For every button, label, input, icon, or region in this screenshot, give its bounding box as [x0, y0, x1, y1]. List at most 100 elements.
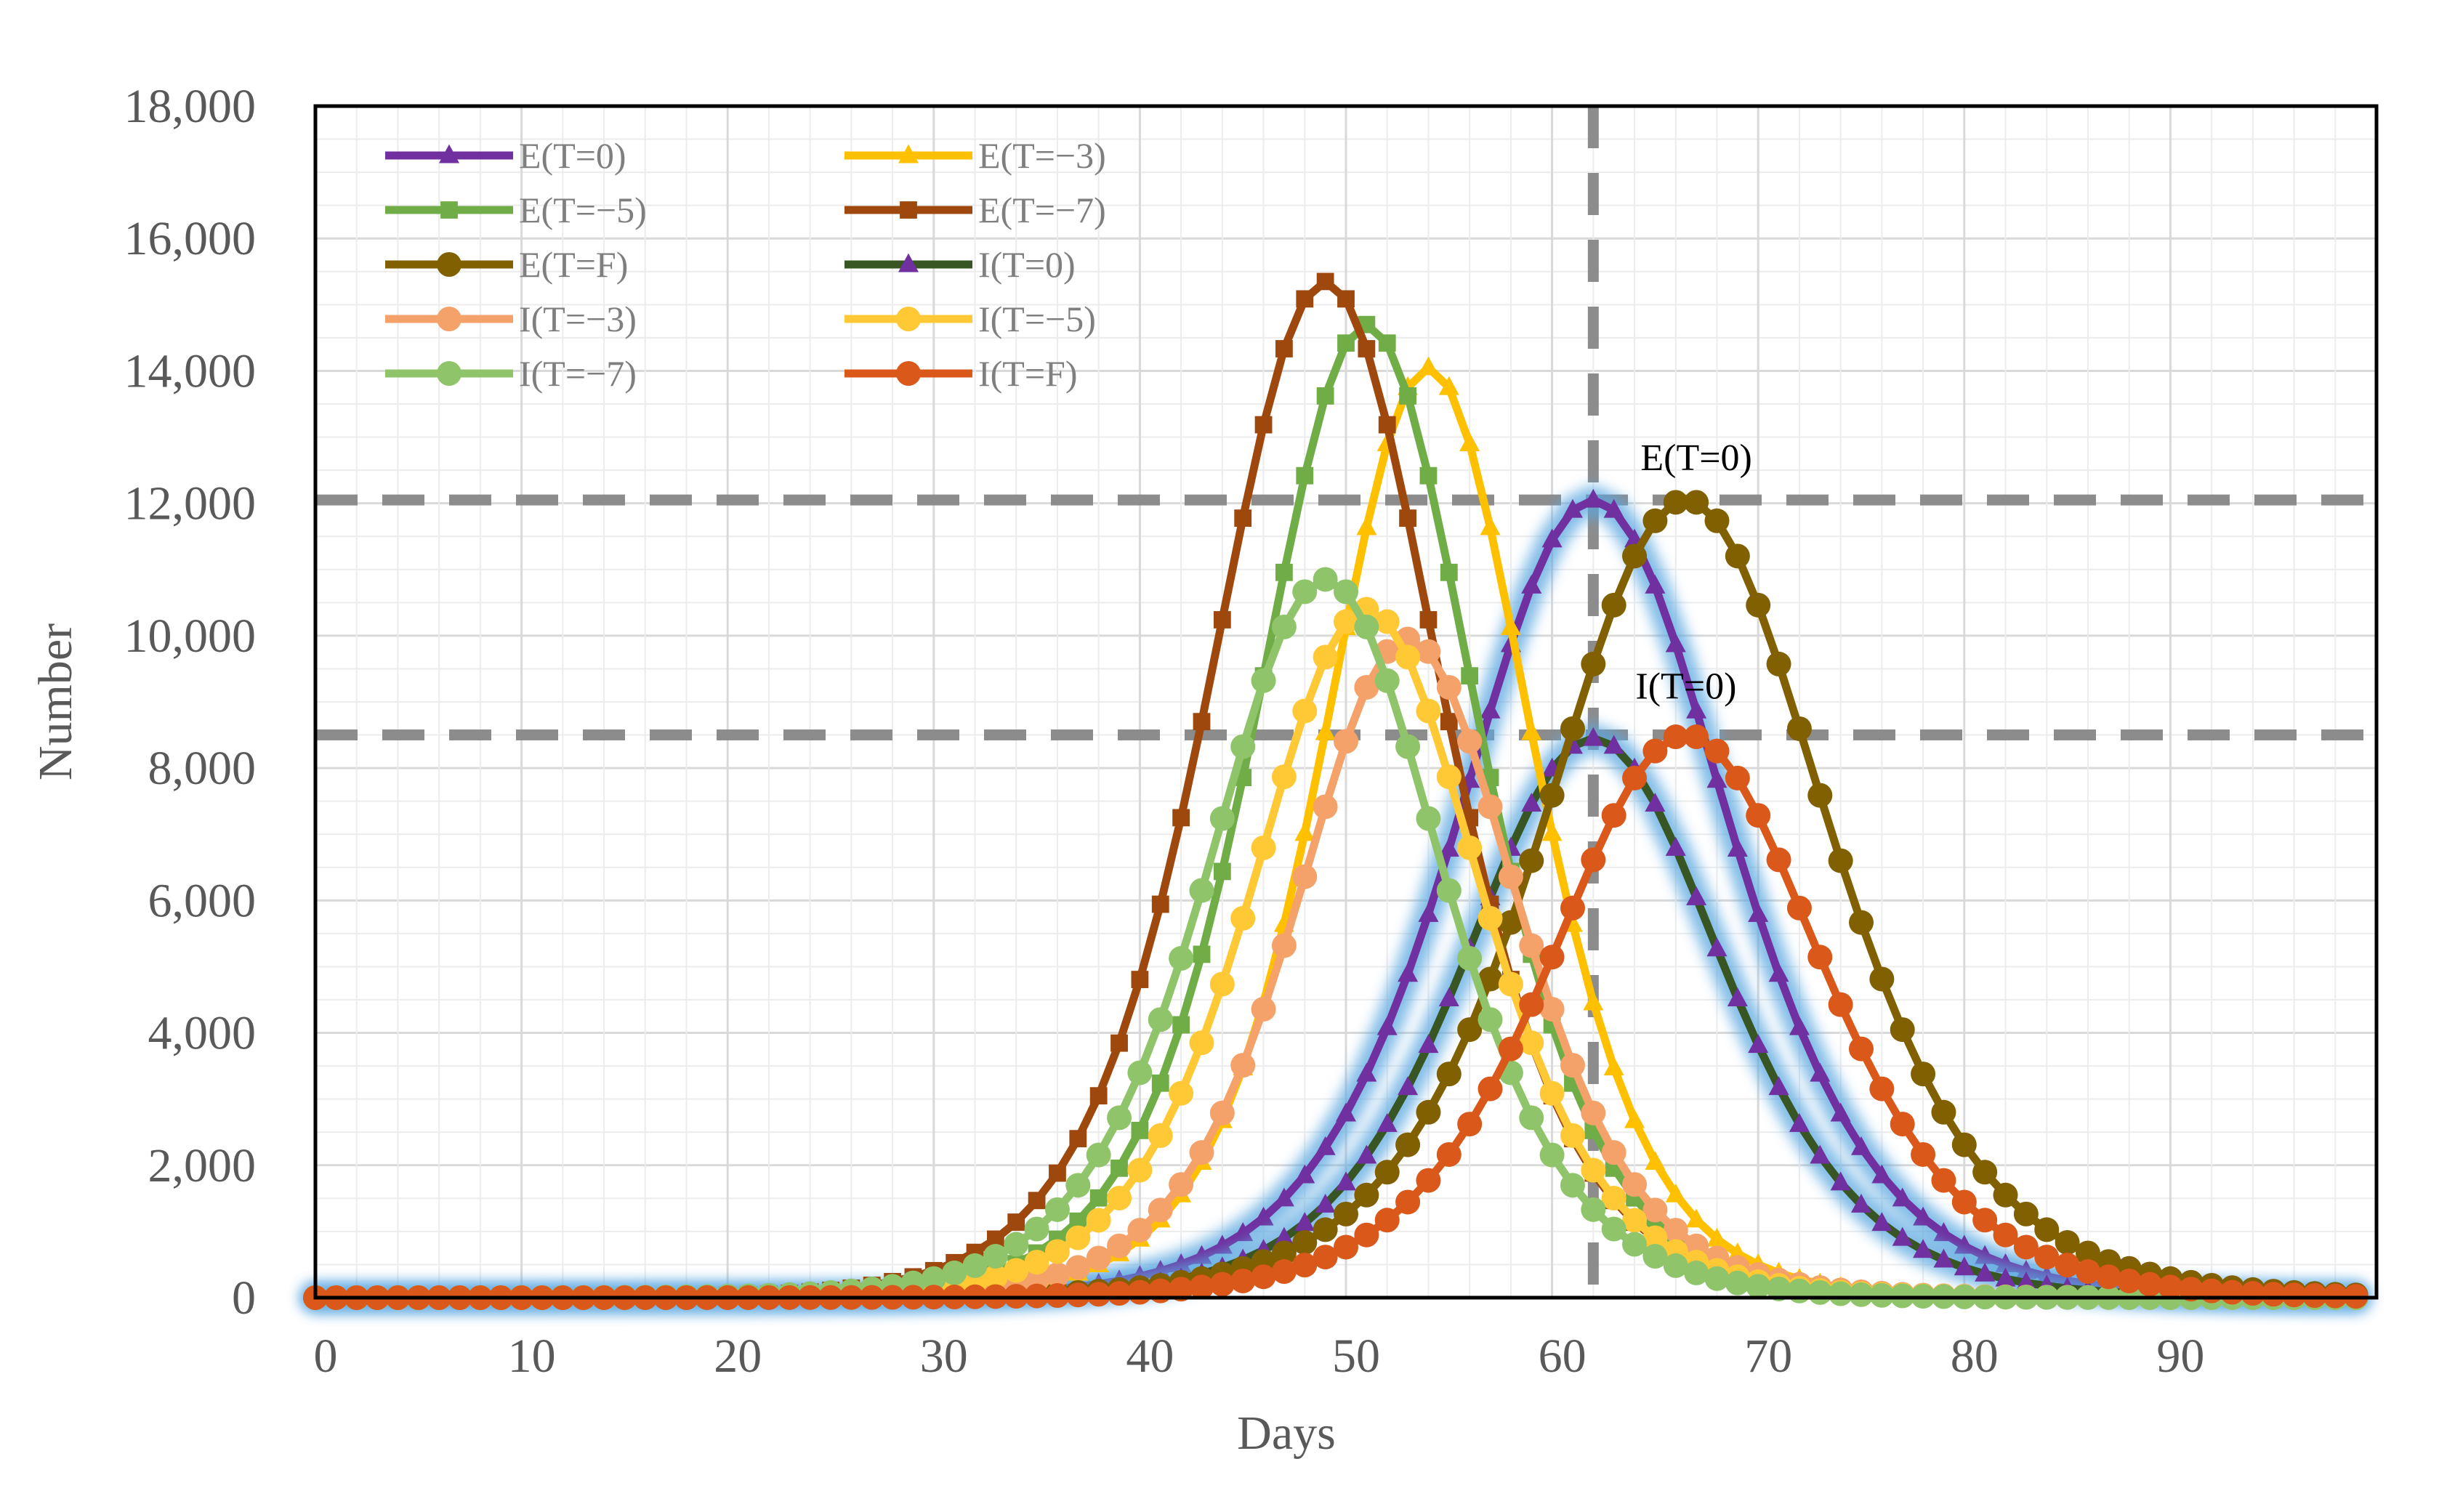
data-point: [1107, 1105, 1132, 1131]
data-point: [1374, 668, 1400, 693]
legend-swatch-marker: [439, 144, 459, 163]
data-point: [2075, 1240, 2100, 1266]
legend-label: E(T=−3): [978, 135, 1106, 176]
x-tick-label: 20: [714, 1330, 762, 1383]
data-point: [1189, 1140, 1214, 1165]
data-point: [1416, 1168, 1441, 1193]
data-point: [1169, 1080, 1194, 1106]
data-point: [1275, 563, 1293, 581]
data-point: [2281, 1282, 2307, 1308]
data-point: [1581, 1157, 1606, 1183]
data-point: [1457, 1017, 1483, 1043]
legend-item: I(T=−7): [385, 353, 637, 394]
data-point: [1457, 729, 1483, 754]
legend-swatch-marker: [900, 201, 917, 219]
legend-item: I(T=F): [844, 353, 1078, 394]
data-point: [1746, 803, 1771, 828]
data-point: [1539, 945, 1565, 970]
data-point: [1273, 1187, 1294, 1207]
legend-item: I(T=0): [844, 244, 1076, 285]
data-point: [1169, 946, 1194, 971]
data-point: [1376, 1016, 1398, 1035]
x-axis-ticks: 0 10 20 30 40 50 60 70 80 90: [314, 1330, 2205, 1383]
data-point: [2034, 1217, 2060, 1242]
y-tick-label: 16,000: [124, 212, 257, 265]
data-point: [1603, 735, 1624, 754]
data-point: [1913, 1206, 1934, 1226]
data-point: [1148, 1123, 1173, 1148]
data-point: [1065, 1282, 1091, 1308]
data-point: [1601, 1216, 1626, 1242]
data-point: [1892, 1187, 1913, 1207]
data-point: [1622, 1232, 1648, 1257]
data-point: [1044, 1282, 1070, 1308]
data-point: [1581, 847, 1606, 873]
data-point: [1356, 1144, 1377, 1164]
data-point: [1209, 1100, 1235, 1125]
data-point: [2034, 1245, 2060, 1270]
data-point: [1560, 1123, 1585, 1148]
data-point: [1416, 698, 1441, 724]
data-point: [1665, 836, 1686, 856]
data-point: [1706, 769, 1728, 788]
data-point: [1334, 1201, 1358, 1226]
data-point: [1892, 1226, 1913, 1246]
data-point: [1398, 1076, 1419, 1096]
data-point: [1315, 1136, 1336, 1155]
legend-label: I(T=−3): [519, 299, 637, 339]
data-point: [1810, 1062, 1831, 1082]
data-point: [1521, 575, 1542, 594]
legend: E(T=0) E(T=−3) E(T=−5) E(T=−7) E(T=F) I(T=0) I…: [385, 135, 1106, 394]
data-point: [1480, 516, 1501, 535]
data-point: [1358, 340, 1376, 357]
data-point: [1086, 1245, 1111, 1271]
data-point: [1500, 616, 1521, 636]
data-point: [1148, 1197, 1173, 1223]
legend-swatch-marker: [437, 361, 461, 386]
data-point: [1028, 1192, 1046, 1210]
data-point: [1849, 1282, 1874, 1307]
data-point: [1642, 508, 1668, 533]
data-point: [1786, 716, 1812, 741]
annotations: E(T=0) I(T=0): [1635, 437, 1751, 707]
data-point: [1230, 1053, 1256, 1078]
y-axis-title: Number: [29, 623, 82, 780]
data-point: [1395, 1189, 1421, 1215]
data-point: [1706, 937, 1728, 957]
data-point: [1193, 945, 1211, 963]
data-point: [1004, 1232, 1029, 1257]
data-point: [1871, 1164, 1892, 1184]
data-point: [1560, 1053, 1585, 1078]
legend-item: E(T=−7): [844, 190, 1106, 230]
data-point: [1127, 1157, 1153, 1183]
data-point: [1395, 734, 1421, 759]
data-point: [1131, 1121, 1149, 1139]
data-point: [1110, 1034, 1128, 1052]
data-point: [1954, 1256, 1975, 1276]
legend-label: E(T=−5): [519, 190, 647, 230]
data-point: [1645, 1151, 1666, 1170]
data-point: [1416, 806, 1441, 831]
data-point: [1354, 674, 1379, 700]
data-point: [1024, 1216, 1049, 1242]
data-point: [2137, 1272, 2163, 1297]
data-point: [1049, 1164, 1066, 1182]
data-point: [1601, 803, 1626, 828]
data-point: [1313, 1217, 1338, 1242]
data-point: [1436, 1062, 1462, 1087]
data-point: [1869, 1076, 1895, 1101]
data-point: [1189, 878, 1214, 903]
y-tick-label: 6,000: [148, 874, 257, 927]
data-point: [1131, 971, 1149, 988]
data-point: [983, 1264, 1008, 1290]
data-point: [1169, 1172, 1194, 1197]
data-point: [1089, 1189, 1108, 1207]
data-point: [1313, 1245, 1338, 1270]
y-axis-ticks: 0 2,000 4,000 6,000 8,000 10,000 12,000 14,000 1…: [124, 80, 257, 1325]
data-point: [1830, 1102, 1851, 1122]
data-point: [1704, 1266, 1730, 1291]
data-point: [2015, 1272, 2036, 1291]
data-point: [1251, 1264, 1276, 1290]
data-point: [1686, 699, 1707, 719]
legend-item: I(T=−5): [844, 299, 1096, 339]
